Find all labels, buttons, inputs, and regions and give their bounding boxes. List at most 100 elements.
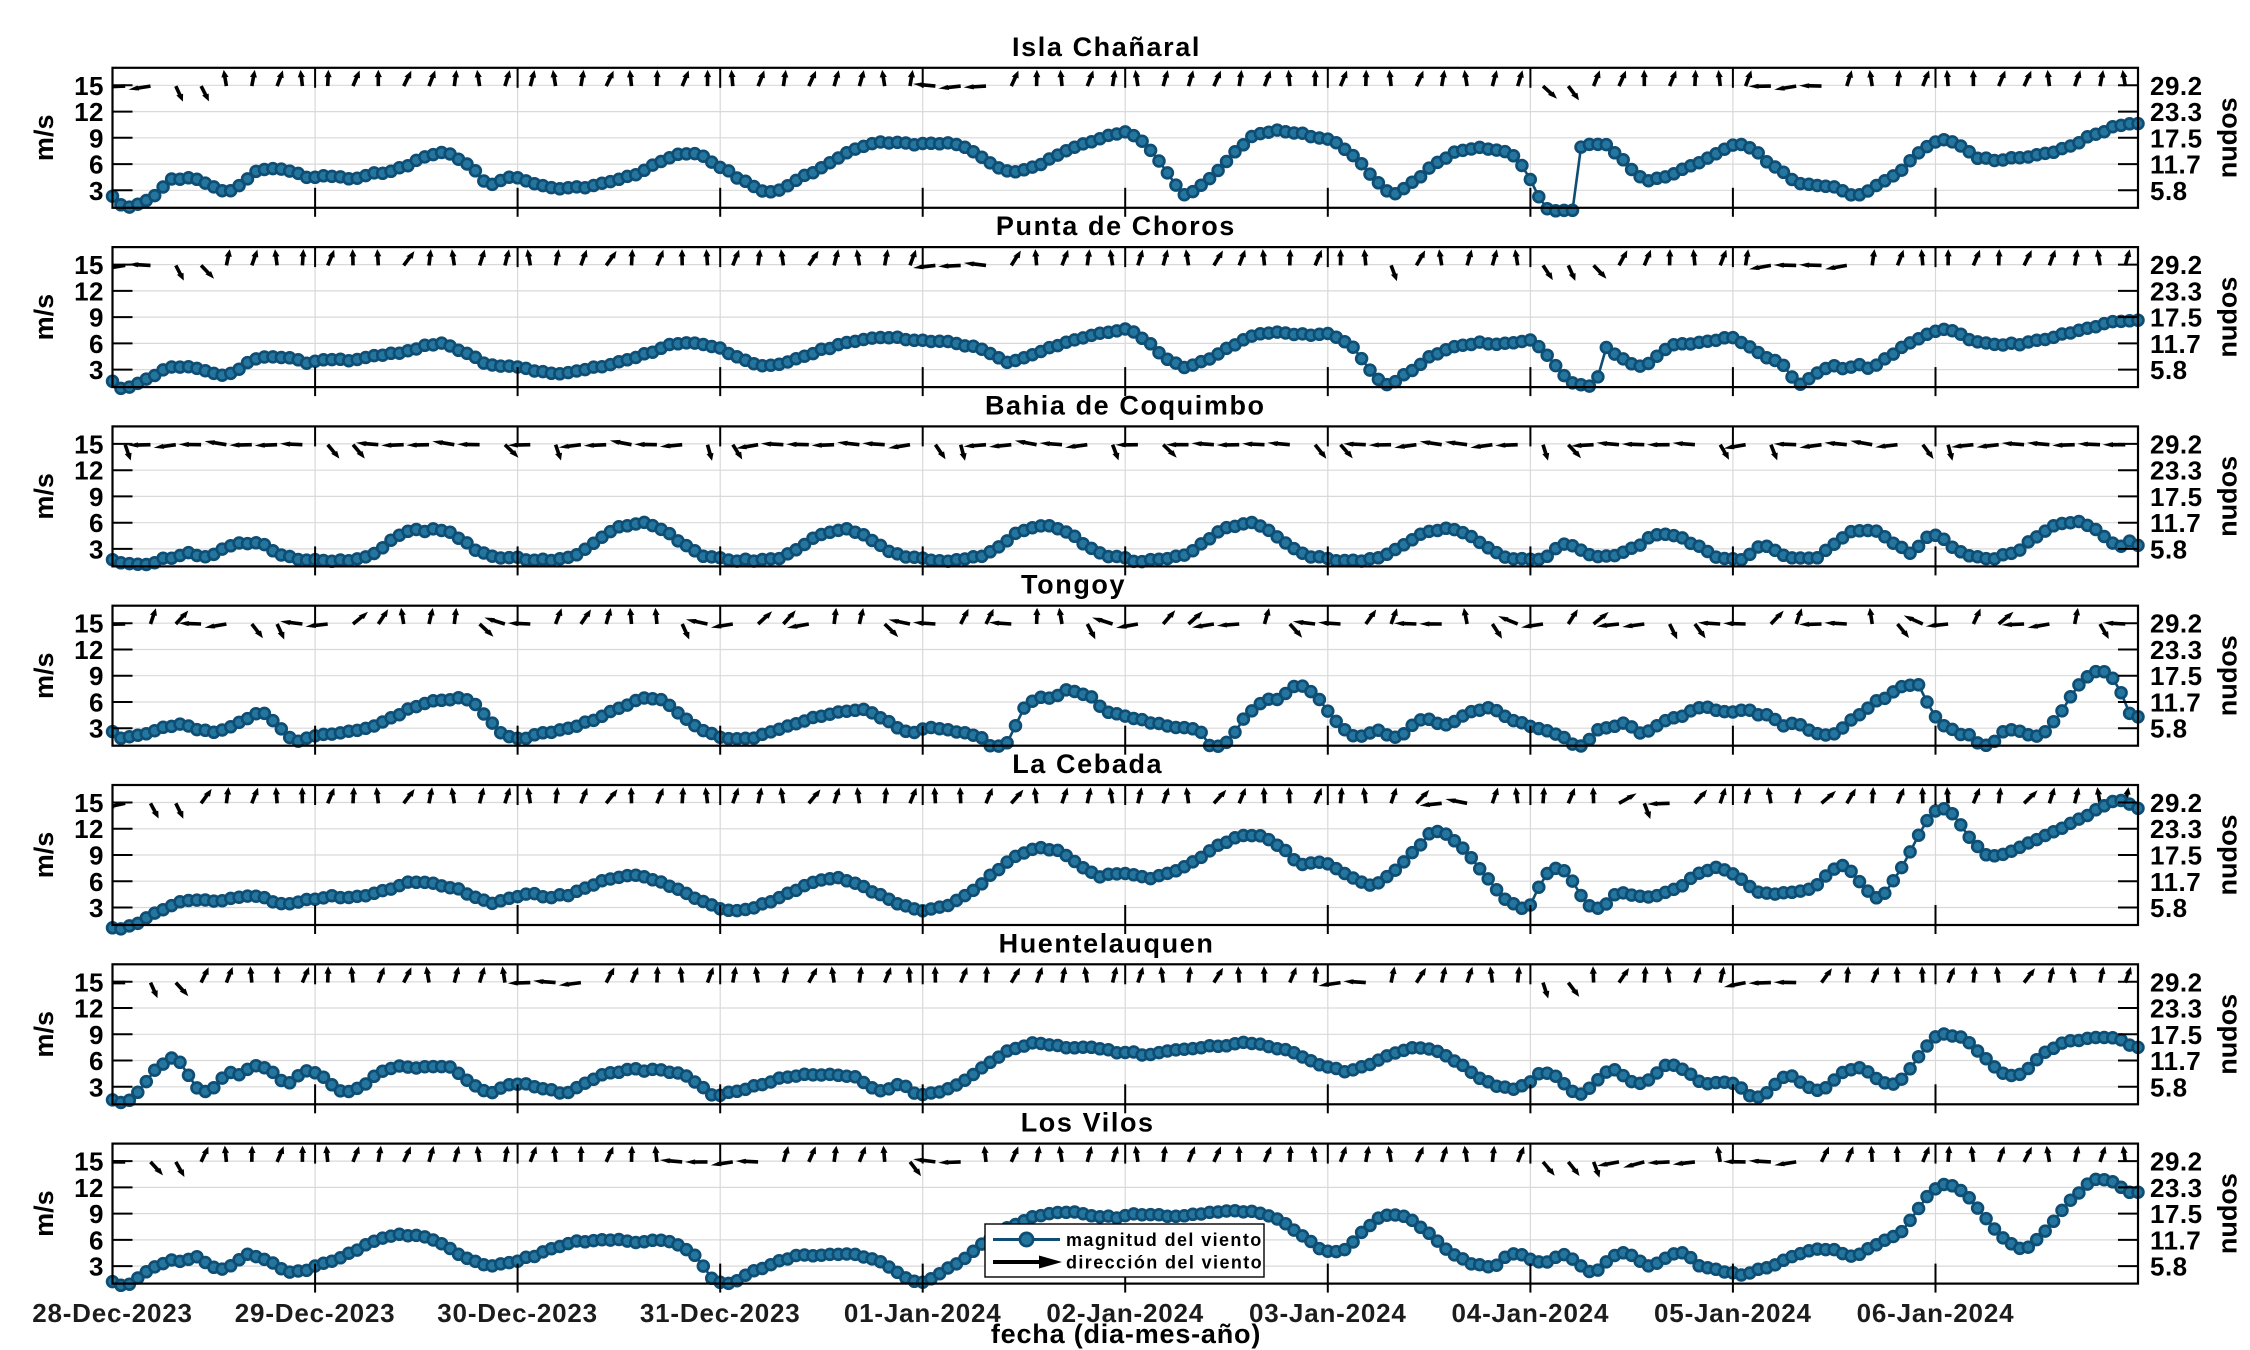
svg-text:11.7: 11.7	[2150, 1225, 2201, 1255]
svg-text:12: 12	[74, 97, 104, 127]
svg-text:9: 9	[89, 123, 104, 153]
svg-text:nudos: nudos	[2213, 994, 2243, 1075]
svg-text:nudos: nudos	[2213, 97, 2243, 178]
svg-text:12: 12	[74, 635, 104, 665]
svg-text:11.7: 11.7	[2150, 150, 2201, 180]
svg-text:05-Jan-2024: 05-Jan-2024	[1654, 1298, 1812, 1328]
svg-text:Isla Chañaral: Isla Chañaral	[1012, 32, 1201, 62]
svg-text:02-Jan-2024: 02-Jan-2024	[1046, 1298, 1204, 1328]
svg-text:17.5: 17.5	[2150, 1199, 2203, 1229]
svg-text:29.2: 29.2	[2150, 1147, 2203, 1177]
svg-text:9: 9	[89, 303, 104, 333]
svg-text:15: 15	[74, 788, 104, 818]
svg-text:3: 3	[89, 893, 104, 923]
svg-text:6: 6	[89, 150, 104, 180]
svg-text:m/s: m/s	[29, 115, 59, 162]
svg-text:06-Jan-2024: 06-Jan-2024	[1857, 1298, 2015, 1328]
svg-text:3: 3	[89, 714, 104, 744]
svg-text:15: 15	[74, 250, 104, 280]
svg-text:11.7: 11.7	[2150, 867, 2201, 897]
svg-text:23.3: 23.3	[2150, 814, 2203, 844]
svg-text:11.7: 11.7	[2150, 688, 2201, 718]
svg-text:9: 9	[89, 841, 104, 871]
svg-text:23.3: 23.3	[2150, 994, 2203, 1024]
svg-text:6: 6	[89, 688, 104, 718]
svg-text:12: 12	[74, 994, 104, 1024]
svg-text:17.5: 17.5	[2150, 123, 2203, 153]
svg-text:nudos: nudos	[2213, 635, 2243, 716]
svg-text:29.2: 29.2	[2150, 250, 2203, 280]
svg-text:m/s: m/s	[29, 832, 59, 879]
svg-text:17.5: 17.5	[2150, 303, 2203, 333]
svg-text:nudos: nudos	[2213, 1173, 2243, 1254]
svg-text:15: 15	[74, 429, 104, 459]
svg-text:01-Jan-2024: 01-Jan-2024	[844, 1298, 1002, 1328]
svg-text:Bahia de Coquimbo: Bahia de Coquimbo	[985, 390, 1266, 420]
svg-text:6: 6	[89, 1046, 104, 1076]
svg-text:nudos: nudos	[2213, 456, 2243, 537]
svg-text:5.8: 5.8	[2150, 714, 2188, 744]
svg-text:fecha (dia-mes-año): fecha (dia-mes-año)	[991, 1319, 1261, 1349]
svg-text:23.3: 23.3	[2150, 635, 2203, 665]
svg-text:Punta de Choros: Punta de Choros	[996, 211, 1236, 241]
svg-text:6: 6	[89, 508, 104, 538]
svg-text:6: 6	[89, 867, 104, 897]
svg-text:3: 3	[89, 176, 104, 206]
svg-text:28-Dec-2023: 28-Dec-2023	[32, 1298, 193, 1328]
svg-text:31-Dec-2023: 31-Dec-2023	[640, 1298, 801, 1328]
svg-text:3: 3	[89, 355, 104, 385]
svg-text:m/s: m/s	[29, 1190, 59, 1237]
svg-text:15: 15	[74, 609, 104, 639]
svg-text:9: 9	[89, 482, 104, 512]
svg-text:Los Vilos: Los Vilos	[1021, 1108, 1155, 1138]
svg-text:23.3: 23.3	[2150, 456, 2203, 486]
svg-text:9: 9	[89, 1020, 104, 1050]
svg-text:11.7: 11.7	[2150, 329, 2201, 359]
svg-text:m/s: m/s	[29, 652, 59, 699]
svg-text:nudos: nudos	[2213, 277, 2243, 358]
svg-text:30-Dec-2023: 30-Dec-2023	[437, 1298, 598, 1328]
svg-text:29.2: 29.2	[2150, 788, 2203, 818]
svg-text:29.2: 29.2	[2150, 71, 2203, 101]
svg-text:9: 9	[89, 1199, 104, 1229]
svg-text:5.8: 5.8	[2150, 355, 2188, 385]
svg-text:29.2: 29.2	[2150, 429, 2203, 459]
svg-text:04-Jan-2024: 04-Jan-2024	[1452, 1298, 1610, 1328]
svg-text:5.8: 5.8	[2150, 1252, 2188, 1282]
svg-text:15: 15	[74, 1147, 104, 1177]
svg-text:5.8: 5.8	[2150, 893, 2188, 923]
svg-text:29-Dec-2023: 29-Dec-2023	[235, 1298, 396, 1328]
svg-text:17.5: 17.5	[2150, 1020, 2203, 1050]
svg-text:m/s: m/s	[29, 294, 59, 341]
svg-text:12: 12	[74, 1173, 104, 1203]
svg-text:magnitud del viento: magnitud del viento	[1066, 1230, 1263, 1250]
svg-text:03-Jan-2024: 03-Jan-2024	[1249, 1298, 1407, 1328]
svg-text:17.5: 17.5	[2150, 841, 2203, 871]
svg-text:La Cebada: La Cebada	[1012, 749, 1163, 779]
svg-text:23.3: 23.3	[2150, 1173, 2203, 1203]
svg-text:11.7: 11.7	[2150, 1046, 2201, 1076]
svg-text:29.2: 29.2	[2150, 967, 2203, 997]
svg-text:12: 12	[74, 814, 104, 844]
svg-text:5.8: 5.8	[2150, 1072, 2188, 1102]
svg-text:5.8: 5.8	[2150, 176, 2188, 206]
svg-text:3: 3	[89, 1072, 104, 1102]
svg-text:m/s: m/s	[29, 473, 59, 520]
svg-text:6: 6	[89, 329, 104, 359]
svg-text:12: 12	[74, 276, 104, 306]
svg-text:5.8: 5.8	[2150, 534, 2188, 564]
svg-text:Huentelauquen: Huentelauquen	[999, 928, 1215, 958]
svg-text:Tongoy: Tongoy	[1021, 570, 1126, 600]
svg-text:3: 3	[89, 534, 104, 564]
svg-text:17.5: 17.5	[2150, 482, 2203, 512]
svg-text:15: 15	[74, 71, 104, 101]
svg-text:12: 12	[74, 456, 104, 486]
svg-text:11.7: 11.7	[2150, 508, 2201, 538]
svg-text:m/s: m/s	[29, 1011, 59, 1058]
svg-text:dirección del viento: dirección del viento	[1066, 1253, 1263, 1273]
svg-text:15: 15	[74, 967, 104, 997]
svg-text:6: 6	[89, 1225, 104, 1255]
svg-text:23.3: 23.3	[2150, 276, 2203, 306]
svg-text:29.2: 29.2	[2150, 609, 2203, 639]
svg-text:3: 3	[89, 1252, 104, 1282]
